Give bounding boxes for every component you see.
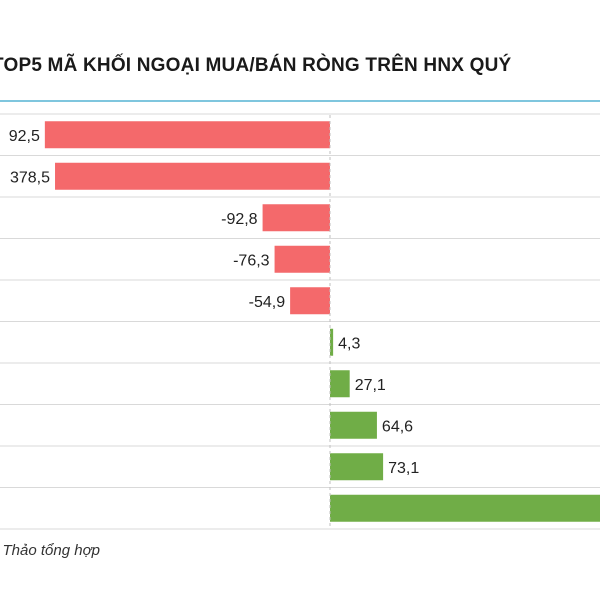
data-label: -92,8 bbox=[221, 211, 258, 228]
data-label: 92,5 bbox=[9, 128, 40, 145]
bars bbox=[44, 121, 600, 522]
bar-net-sell bbox=[55, 162, 331, 190]
bar-net-sell bbox=[290, 287, 330, 315]
data-label: -76,3 bbox=[233, 252, 270, 269]
bar-net-buy bbox=[330, 328, 334, 356]
bar-net-sell bbox=[262, 204, 330, 232]
title-divider bbox=[0, 100, 600, 102]
data-labels: 92,5 378,5 -92,8 -76,3 -54,9 4,3 27,1 64,6 73,1 bbox=[9, 128, 420, 477]
bar-net-sell bbox=[44, 121, 330, 149]
bar-net-buy bbox=[330, 370, 350, 398]
data-label: 64,6 bbox=[382, 418, 413, 435]
source-note: n Thảo tổng hợp bbox=[0, 542, 100, 559]
data-label: 4,3 bbox=[338, 335, 360, 352]
data-label: 73,1 bbox=[388, 460, 419, 477]
data-label: -54,9 bbox=[249, 294, 286, 311]
bar-net-sell bbox=[274, 245, 330, 273]
data-label: 27,1 bbox=[355, 377, 386, 394]
bar-net-buy bbox=[330, 411, 377, 439]
bar-net-buy bbox=[330, 453, 384, 481]
data-label: 378,5 bbox=[10, 169, 50, 186]
bar-net-buy bbox=[330, 494, 600, 522]
chart-title: TOP5 MÃ KHỐI NGOẠI MUA/BÁN RÒNG TRÊN HNX… bbox=[0, 55, 512, 76]
gridlines bbox=[0, 113, 600, 530]
